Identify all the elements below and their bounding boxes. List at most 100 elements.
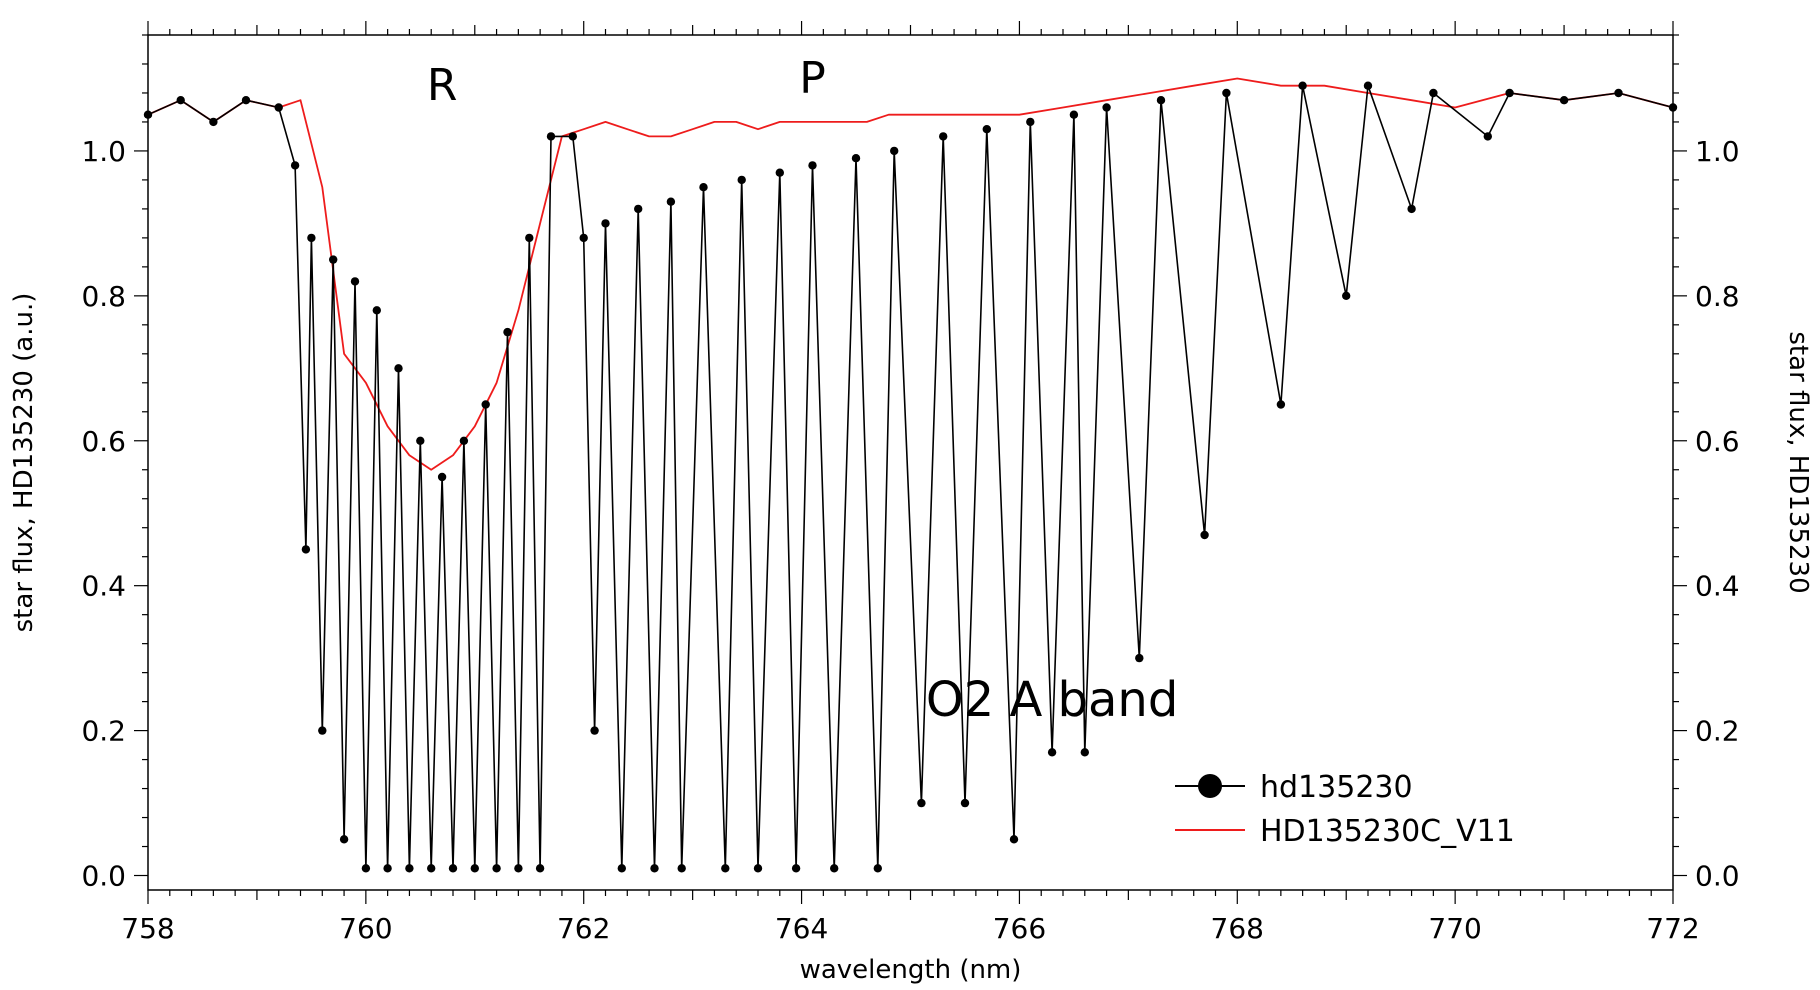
data-point-hd135230 xyxy=(427,864,436,873)
y-tick-label-right: 0.4 xyxy=(1695,570,1740,603)
data-point-hd135230 xyxy=(737,175,746,185)
data-point-hd135230 xyxy=(1505,88,1514,98)
data-point-hd135230 xyxy=(960,798,970,808)
data-point-hd135230 xyxy=(383,864,392,873)
data-point-hd135230 xyxy=(1026,117,1035,127)
x-axis-title: wavelength (nm) xyxy=(800,955,1022,985)
series-line-hd135230 xyxy=(147,84,1674,870)
x-tick-label: 760 xyxy=(339,912,392,945)
x-tick-label: 770 xyxy=(1428,912,1481,945)
data-point-hd135230 xyxy=(492,864,501,873)
data-point-hd135230 xyxy=(481,400,490,409)
series-layer xyxy=(143,77,1678,873)
data-point-hd135230 xyxy=(982,125,991,134)
series-line-HD135230C_V11 xyxy=(147,77,1674,471)
data-point-hd135230 xyxy=(775,168,784,177)
axes-layer: 758 760 762 764 766 768 770 772 0.0 0.0 0.2 0.2 0.4 0… xyxy=(9,21,1813,985)
y-tick-label-left: 0.6 xyxy=(81,425,126,458)
data-point-hd135230 xyxy=(1614,88,1623,98)
y-tick-label-left: 0.2 xyxy=(81,715,126,748)
data-point-hd135230 xyxy=(503,327,512,337)
legend: hd135230 HD135230C_V11 xyxy=(1175,770,1515,849)
data-point-hd135230 xyxy=(791,864,801,873)
legend-label-hd135230: hd135230 xyxy=(1260,770,1413,805)
data-point-hd135230 xyxy=(241,96,251,105)
data-point-hd135230 xyxy=(290,161,300,170)
data-point-hd135230 xyxy=(1080,748,1090,757)
data-point-hd135230 xyxy=(579,233,588,243)
data-point-hd135230 xyxy=(405,864,414,873)
x-tick-label: 772 xyxy=(1646,912,1699,945)
annotation-r: R xyxy=(427,60,458,111)
x-tick-label: 758 xyxy=(121,912,174,945)
data-point-hd135230 xyxy=(1135,653,1144,663)
data-point-hd135230 xyxy=(361,864,371,873)
data-point-hd135230 xyxy=(917,798,926,808)
data-point-hd135230 xyxy=(307,233,316,243)
data-point-hd135230 xyxy=(753,864,763,873)
legend-label-hd135230c-v11: HD135230C_V11 xyxy=(1260,814,1515,849)
data-point-hd135230 xyxy=(1407,204,1416,214)
data-point-hd135230 xyxy=(851,154,861,163)
data-point-hd135230 xyxy=(830,864,839,873)
y-tick-label-right: 0.6 xyxy=(1695,425,1740,458)
data-point-hd135230 xyxy=(525,233,534,243)
y-tick-label-left: 0.0 xyxy=(81,860,126,893)
data-point-hd135230 xyxy=(1342,291,1351,300)
annotation-layer: R P O2 A band xyxy=(427,53,1179,728)
data-point-hd135230 xyxy=(1298,81,1307,90)
data-point-hd135230 xyxy=(143,110,153,119)
data-point-hd135230 xyxy=(617,864,626,873)
plot-frame xyxy=(147,34,1674,891)
annotation-o2-a-band: O2 A band xyxy=(926,672,1178,728)
data-point-hd135230 xyxy=(890,146,899,156)
data-point-hd135230 xyxy=(416,436,425,445)
data-point-hd135230 xyxy=(568,132,577,141)
y-tick-label-left: 1.0 xyxy=(81,135,126,168)
annotation-p: P xyxy=(799,53,826,104)
data-point-hd135230 xyxy=(666,197,676,206)
data-point-hd135230 xyxy=(394,364,403,373)
y-tick-label-right: 0.0 xyxy=(1695,860,1740,893)
data-point-hd135230 xyxy=(459,436,469,445)
data-point-hd135230 xyxy=(1069,110,1079,119)
data-point-hd135230 xyxy=(318,726,327,735)
data-point-hd135230 xyxy=(339,835,349,844)
data-point-hd135230 xyxy=(1363,81,1373,90)
x-tick-label: 762 xyxy=(557,912,610,945)
data-point-hd135230 xyxy=(1483,132,1493,141)
data-point-hd135230 xyxy=(634,204,643,214)
data-point-hd135230 xyxy=(677,864,686,873)
data-point-hd135230 xyxy=(448,864,458,873)
data-point-hd135230 xyxy=(470,864,479,873)
data-point-hd135230 xyxy=(1047,748,1057,757)
x-tick-label: 764 xyxy=(775,912,828,945)
y-tick-label-right: 0.8 xyxy=(1695,280,1740,313)
plot-frame-layer xyxy=(147,34,1674,891)
data-point-hd135230 xyxy=(535,864,545,873)
data-point-hd135230 xyxy=(590,726,599,735)
data-point-hd135230 xyxy=(650,864,659,873)
y-axis-title-right: star flux, HD135230 xyxy=(1783,331,1813,593)
data-point-hd135230 xyxy=(873,864,882,873)
y-tick-label-right: 0.2 xyxy=(1695,715,1740,748)
data-point-hd135230 xyxy=(699,183,708,192)
data-point-hd135230 xyxy=(1200,530,1209,540)
data-point-hd135230 xyxy=(939,132,948,141)
y-axis-title-left: star flux, HD135230 (a.u.) xyxy=(9,293,39,633)
data-point-hd135230 xyxy=(301,545,311,554)
data-point-hd135230 xyxy=(546,132,556,141)
legend-marker-hd135230 xyxy=(1198,774,1222,798)
data-point-hd135230 xyxy=(1276,400,1286,409)
y-tick-label-left: 0.8 xyxy=(81,280,126,313)
data-point-hd135230 xyxy=(1559,96,1569,105)
data-point-hd135230 xyxy=(274,103,283,112)
data-point-hd135230 xyxy=(721,864,730,873)
data-point-hd135230 xyxy=(1222,88,1231,98)
data-point-hd135230 xyxy=(1156,96,1166,105)
y-tick-label-right: 1.0 xyxy=(1695,135,1740,168)
data-point-hd135230 xyxy=(329,255,338,264)
y-tick-label-left: 0.4 xyxy=(81,570,126,603)
data-point-hd135230 xyxy=(372,306,381,315)
